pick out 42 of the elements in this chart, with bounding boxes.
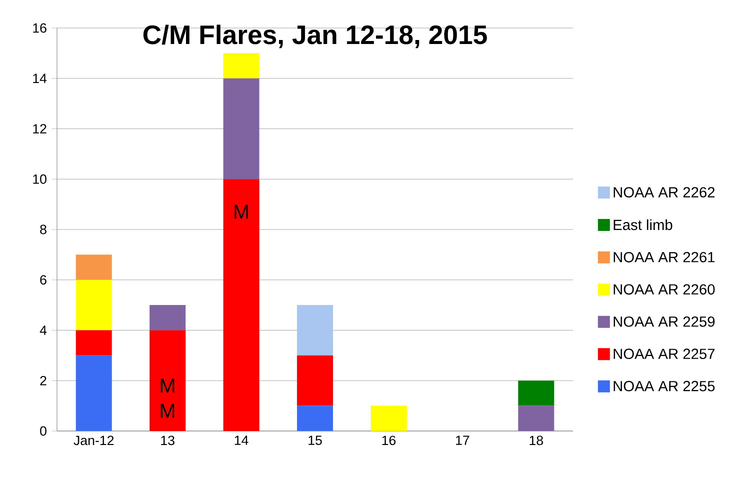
annotation: M [160,404,174,418]
x-tick-label: 15 [308,436,322,445]
x-tick-label: Jan-12 [74,436,114,446]
bar [76,355,112,431]
y-tick-label: 6 [40,275,46,285]
bar [76,254,112,280]
chart-title: C/M Flares, Jan 12-18, 2015 [143,24,487,48]
bar [297,305,334,356]
y-tick-label: 4 [40,326,47,335]
y-tick-label: 10 [33,174,46,184]
bar [223,78,260,180]
bar [150,330,186,431]
legend-label: NOAA AR 2255 [614,380,715,392]
x-tick-label: 13 [161,436,174,446]
legend-label: East limb [614,219,672,230]
y-tick-label: 0 [40,426,46,436]
legend-label: NOAA AR 2261 [614,252,715,262]
bar [76,330,112,356]
bar [297,406,334,431]
y-tick-label: 8 [40,224,46,234]
y-tick-label: 12 [33,124,46,134]
bar [518,380,554,406]
x-tick-label: 14 [234,436,248,445]
annotation: M [234,204,248,219]
legend-label: NOAA AR 2260 [614,284,715,295]
x-tick-label: 17 [456,436,470,445]
bar [223,53,260,78]
y-tick-label: 16 [33,23,46,33]
y-tick-label: 14 [33,74,47,83]
bar [223,179,260,431]
bar [518,406,554,431]
bar [150,305,186,330]
legend-label: NOAA AR 2262 [614,187,715,198]
bar [76,280,112,330]
x-tick-label: 18 [530,436,543,446]
bar [297,355,334,406]
x-tick-label: 16 [382,436,396,446]
y-tick-label: 2 [40,376,46,386]
legend-label: NOAA AR 2259 [614,316,715,327]
legend-label: NOAA AR 2257 [614,348,715,360]
annotation: M [160,378,174,393]
bar [370,406,407,431]
